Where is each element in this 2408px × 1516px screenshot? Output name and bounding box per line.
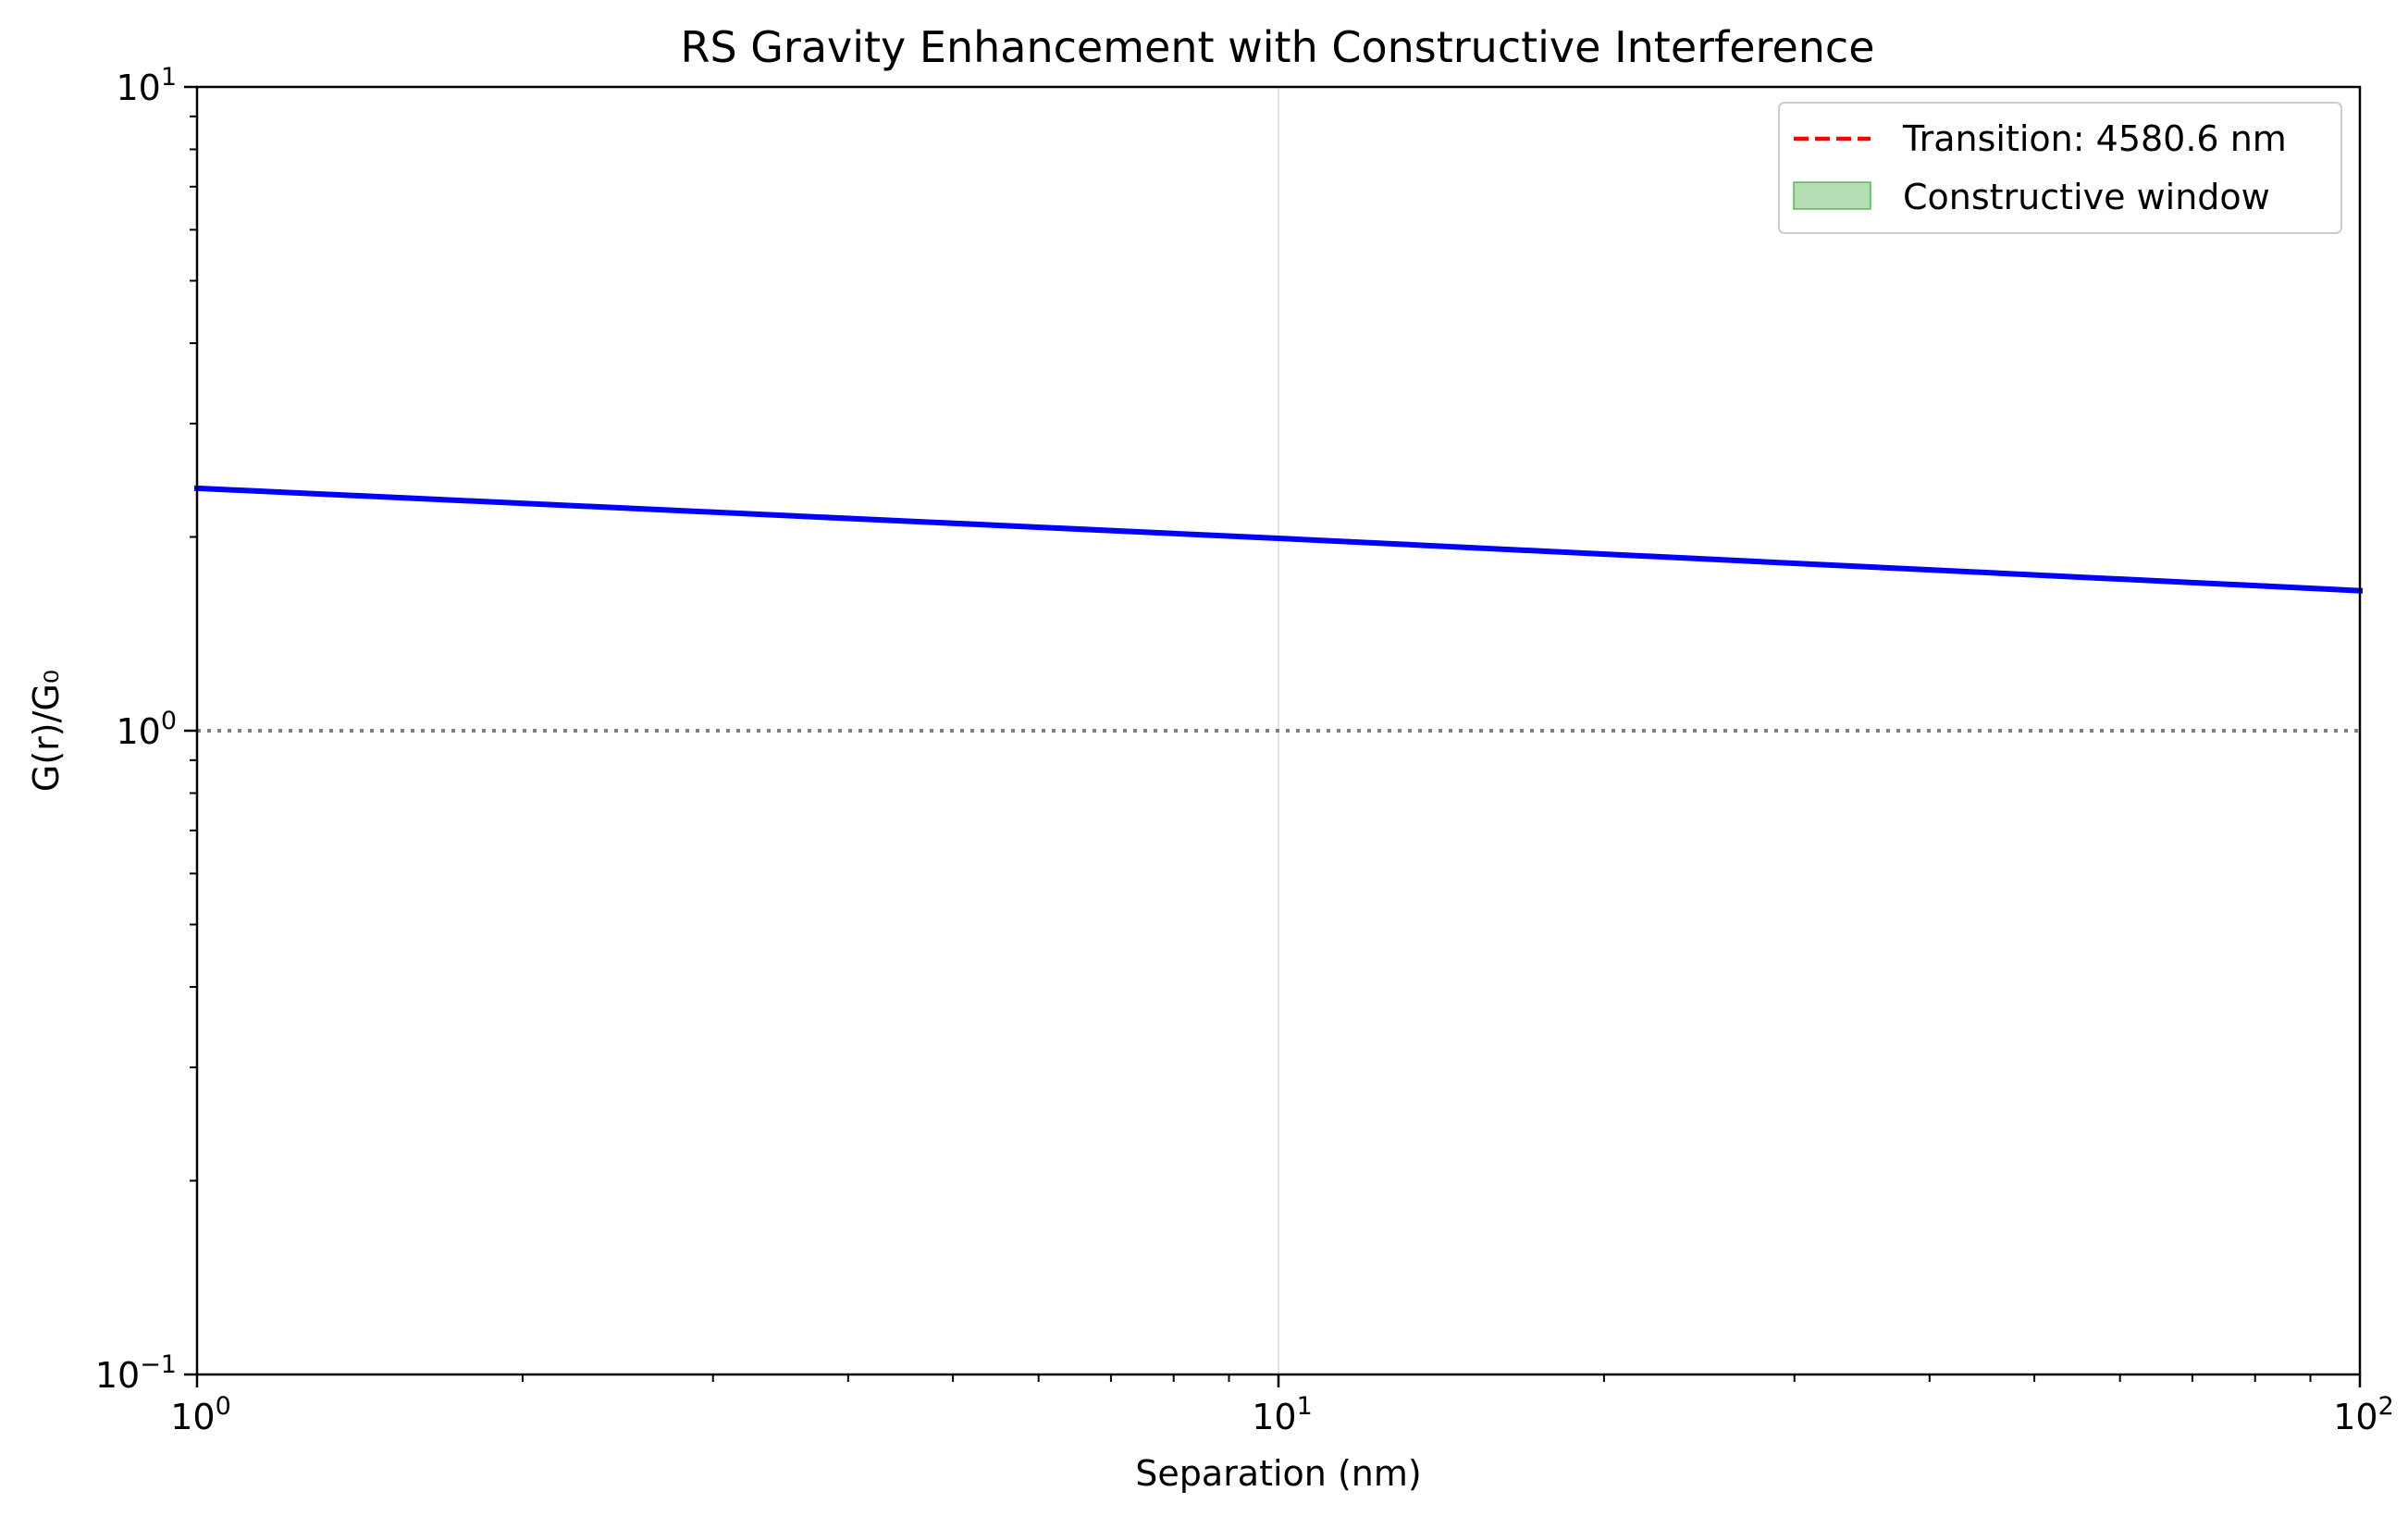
series-line <box>193 485 2364 594</box>
series-layer <box>193 485 2364 594</box>
y-tick-label: 101 <box>116 63 177 108</box>
x-tick-label: 101 <box>1252 1392 1313 1437</box>
legend-box <box>1778 102 2342 234</box>
legend-patch-marker <box>1793 181 1871 210</box>
chart-title: RS Gravity Enhancement with Constructive… <box>680 22 1874 72</box>
plot-frame <box>195 85 2362 1376</box>
x-tick-label: 100 <box>170 1392 231 1437</box>
major-tick-layer <box>184 85 2362 1387</box>
legend-label-constructive-window: Constructive window <box>1903 177 2270 217</box>
legend: Transition: 4580.6 nm Constructive windo… <box>1778 102 2342 234</box>
legend-label-transition: Transition: 4580.6 nm <box>1902 118 2287 159</box>
x-tick-label: 102 <box>2333 1392 2394 1437</box>
y-axis-label: G(r)/G₀ <box>26 670 67 792</box>
y-tick-label: 10−1 <box>95 1350 177 1396</box>
minor-tick-layer <box>190 115 2312 1382</box>
y-tick-label: 100 <box>116 707 177 752</box>
x-axis-label: Separation (nm) <box>1135 1453 1421 1494</box>
